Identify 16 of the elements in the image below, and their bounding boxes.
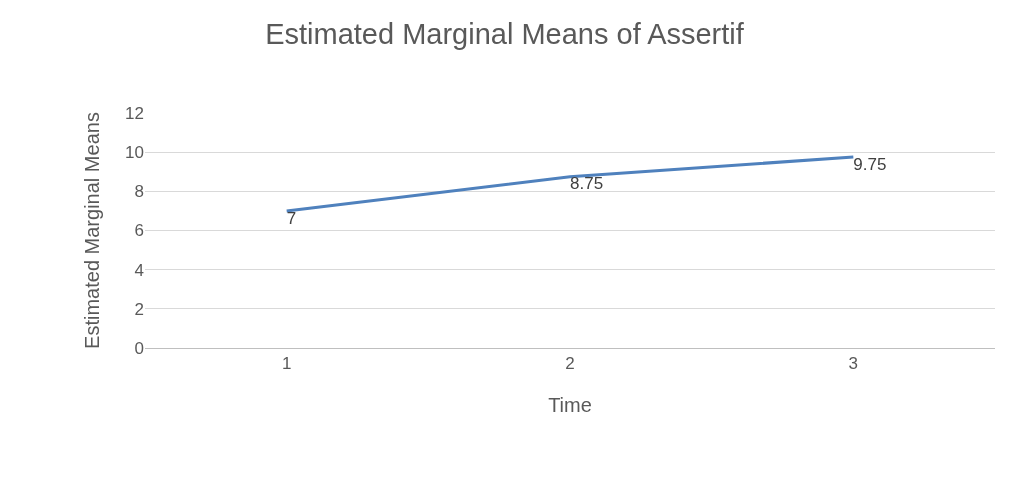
y-tick-label: 12 xyxy=(125,103,144,123)
y-tick-label: 6 xyxy=(134,221,144,241)
data-label: 7 xyxy=(286,208,297,228)
data-label: 8.75 xyxy=(570,174,604,194)
y-tick-label: 0 xyxy=(134,338,144,358)
x-axis-title: Time xyxy=(548,393,592,416)
y-axis-title: Estimated Marginal Means xyxy=(80,112,103,349)
data-label: 9.75 xyxy=(853,154,887,174)
x-tick-label: 2 xyxy=(565,354,575,374)
x-tick-label: 3 xyxy=(848,354,859,374)
y-tick-label: 8 xyxy=(134,182,144,202)
y-tick-label: 2 xyxy=(134,299,144,319)
y-tick-label: 10 xyxy=(125,143,144,163)
y-tick-label: 4 xyxy=(134,260,144,280)
x-tick-label: 1 xyxy=(281,354,292,374)
chart-title: Estimated Marginal Means of Assertif xyxy=(265,17,745,50)
